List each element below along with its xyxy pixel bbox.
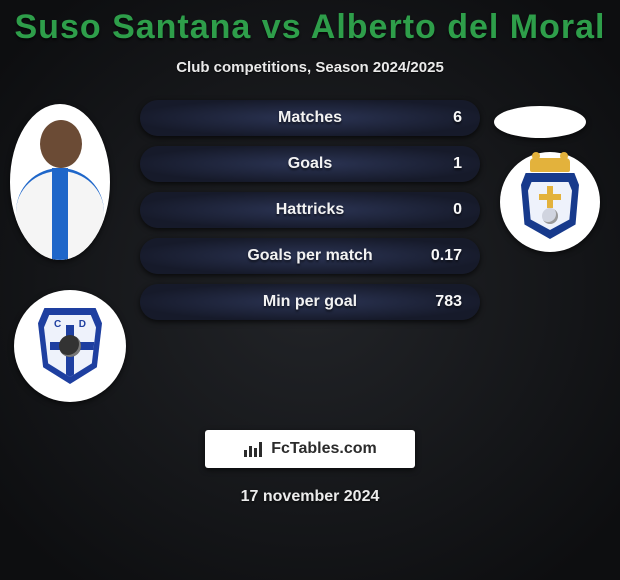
tenerife-letter-c: C xyxy=(54,319,61,330)
stat-row-goals: Goals 1 xyxy=(140,146,480,182)
stat-value: 1 xyxy=(453,155,462,173)
stat-label: Hattricks xyxy=(140,201,480,219)
page-subtitle: Club competitions, Season 2024/2025 xyxy=(0,59,620,76)
player-head-shape xyxy=(40,120,82,168)
stat-value: 6 xyxy=(453,109,462,127)
oviedo-cross-icon xyxy=(547,186,553,208)
stat-label: Min per goal xyxy=(140,293,480,311)
stat-label: Matches xyxy=(140,109,480,127)
comparison-stage: Matches 6 Goals 1 Hattricks 0 Goals per … xyxy=(0,90,620,430)
tenerife-letter-t: T xyxy=(67,362,73,373)
player-kit-stripe xyxy=(52,168,68,260)
brand-bars-icon xyxy=(243,440,265,458)
player-photo-left xyxy=(10,104,110,260)
stat-row-hattricks: Hattricks 0 xyxy=(140,192,480,228)
player-photo-right-placeholder xyxy=(494,106,586,138)
oviedo-crown-icon xyxy=(530,158,570,172)
oviedo-football-icon xyxy=(542,208,558,224)
brand-box: FcTables.com xyxy=(205,430,415,468)
page-title: Suso Santana vs Alberto del Moral xyxy=(0,0,620,47)
stat-value: 783 xyxy=(435,293,462,311)
club-badge-left: C D T xyxy=(14,290,126,402)
stat-value: 0.17 xyxy=(431,247,462,265)
tenerife-letter-d: D xyxy=(79,319,86,330)
tenerife-football-icon xyxy=(59,335,81,357)
stat-label: Goals xyxy=(140,155,480,173)
stat-row-goals-per-match: Goals per match 0.17 xyxy=(140,238,480,274)
stat-row-min-per-goal: Min per goal 783 xyxy=(140,284,480,320)
brand-text: FcTables.com xyxy=(271,440,377,458)
stat-value: 0 xyxy=(453,201,462,219)
club-badge-right xyxy=(500,152,600,252)
stat-label: Goals per match xyxy=(140,247,480,265)
generation-date: 17 november 2024 xyxy=(0,488,620,506)
stat-row-matches: Matches 6 xyxy=(140,100,480,136)
